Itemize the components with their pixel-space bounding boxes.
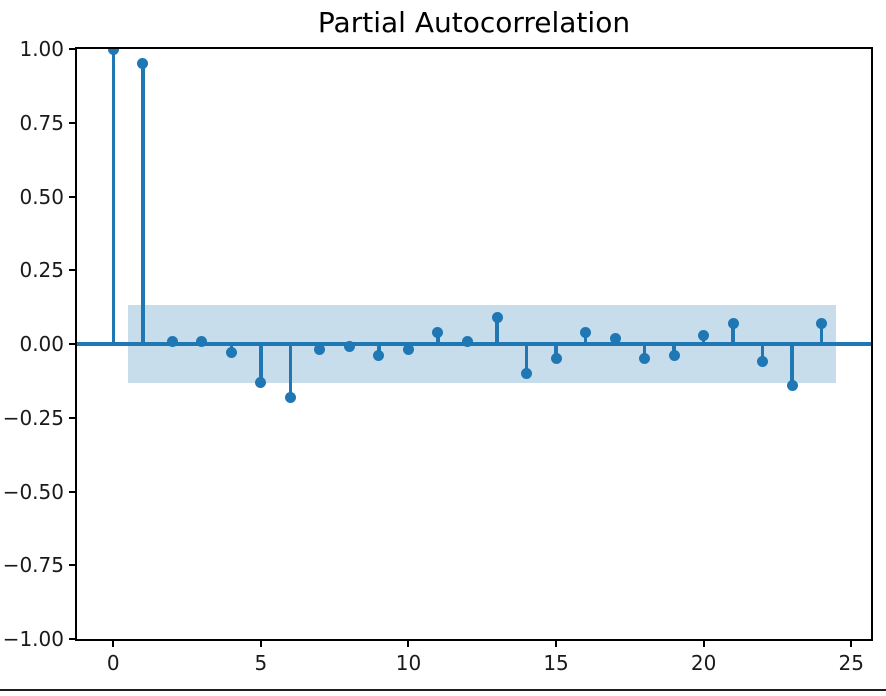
y-tick-label-1: 1.00 <box>19 37 64 61</box>
x-tick-20 <box>702 639 705 647</box>
stem-lag-24 <box>819 323 824 344</box>
stem-lag-19 <box>672 344 676 356</box>
marker-lag-19 <box>668 350 680 362</box>
plot-title: Partial Autocorrelation <box>317 6 631 39</box>
marker-lag-10 <box>402 344 414 356</box>
x-tick-15 <box>555 639 558 647</box>
x-tick-25 <box>850 639 853 647</box>
stem-lag-13 <box>495 317 499 344</box>
marker-lag-15 <box>550 353 562 365</box>
stem-lag-9 <box>377 344 381 356</box>
stem-lag-22 <box>760 344 765 362</box>
stem-lag-6 <box>288 344 293 398</box>
x-tick-label-10: 10 <box>395 651 422 675</box>
plot-area <box>77 49 871 639</box>
y-tick-label--0.75: −0.75 <box>2 553 64 578</box>
x-tick-10 <box>407 639 410 647</box>
marker-lag-5 <box>255 376 267 388</box>
y-tick-label-0.75: 0.75 <box>19 110 64 135</box>
y-tick-0.25 <box>69 269 77 272</box>
x-tick-label-5: 5 <box>254 651 268 675</box>
marker-lag-2 <box>166 335 178 347</box>
stem-lag-14 <box>524 344 529 374</box>
y-tick-0 <box>69 343 77 345</box>
stem-lag-5 <box>259 344 263 383</box>
marker-lag-4 <box>225 347 237 359</box>
y-tick-label--0.25: −0.25 <box>2 405 64 430</box>
marker-lag-3 <box>196 335 208 347</box>
stem-lag-21 <box>731 323 735 344</box>
y-tick--0.5 <box>69 490 77 493</box>
stem-lag-18 <box>642 344 647 359</box>
marker-lag-18 <box>639 353 651 365</box>
marker-lag-20 <box>698 329 710 341</box>
axes-layer: Partial Autocorrelation 0 5 10 15 20 25 1.00 0.… <box>3 6 871 673</box>
y-tick-label-0.25: 0.25 <box>19 258 64 283</box>
marker-lag-17 <box>609 332 621 344</box>
y-tick-label--1: −1.00 <box>2 627 64 651</box>
y-tick-label--0.5: −0.50 <box>2 479 64 504</box>
x-tick-label-20: 20 <box>690 651 717 675</box>
x-tick-0 <box>112 639 115 647</box>
marker-lag-24 <box>816 317 828 329</box>
stem-lag-1 <box>141 63 145 344</box>
y-tick-label-0.5: 0.50 <box>19 184 64 209</box>
stem-lag-15 <box>554 344 558 359</box>
marker-lag-22 <box>757 356 769 368</box>
marker-lag-1 <box>137 58 149 70</box>
marker-lag-16 <box>580 326 592 338</box>
y-tick-1 <box>69 48 77 50</box>
x-tick-label-15: 15 <box>543 651 569 675</box>
stem-lag-11 <box>436 332 440 344</box>
y-tick--1 <box>69 638 77 640</box>
marker-lag-0 <box>107 49 119 55</box>
window-border-bottom <box>0 689 886 691</box>
marker-lag-21 <box>727 317 739 329</box>
marker-lag-11 <box>432 326 444 338</box>
stem-lag-0 <box>111 49 116 344</box>
marker-lag-13 <box>491 311 503 323</box>
y-tick--0.25 <box>69 416 77 419</box>
x-tick-label-0: 0 <box>106 651 120 675</box>
y-tick-0.75 <box>69 121 77 124</box>
x-tick-label-25: 25 <box>838 651 864 675</box>
marker-lag-8 <box>343 341 355 353</box>
marker-lag-23 <box>786 379 798 391</box>
y-tick-0.5 <box>69 195 77 198</box>
zero-baseline <box>77 342 871 346</box>
marker-lag-9 <box>373 350 385 362</box>
marker-lag-7 <box>314 344 326 356</box>
marker-lag-6 <box>284 391 296 403</box>
x-tick-5 <box>259 639 262 647</box>
marker-lag-14 <box>521 368 533 379</box>
stem-lag-23 <box>790 344 794 386</box>
marker-lag-12 <box>462 335 473 347</box>
y-tick-label-0: 0.00 <box>19 332 64 356</box>
y-tick--0.75 <box>69 564 77 567</box>
stem-lag-16 <box>583 332 588 344</box>
